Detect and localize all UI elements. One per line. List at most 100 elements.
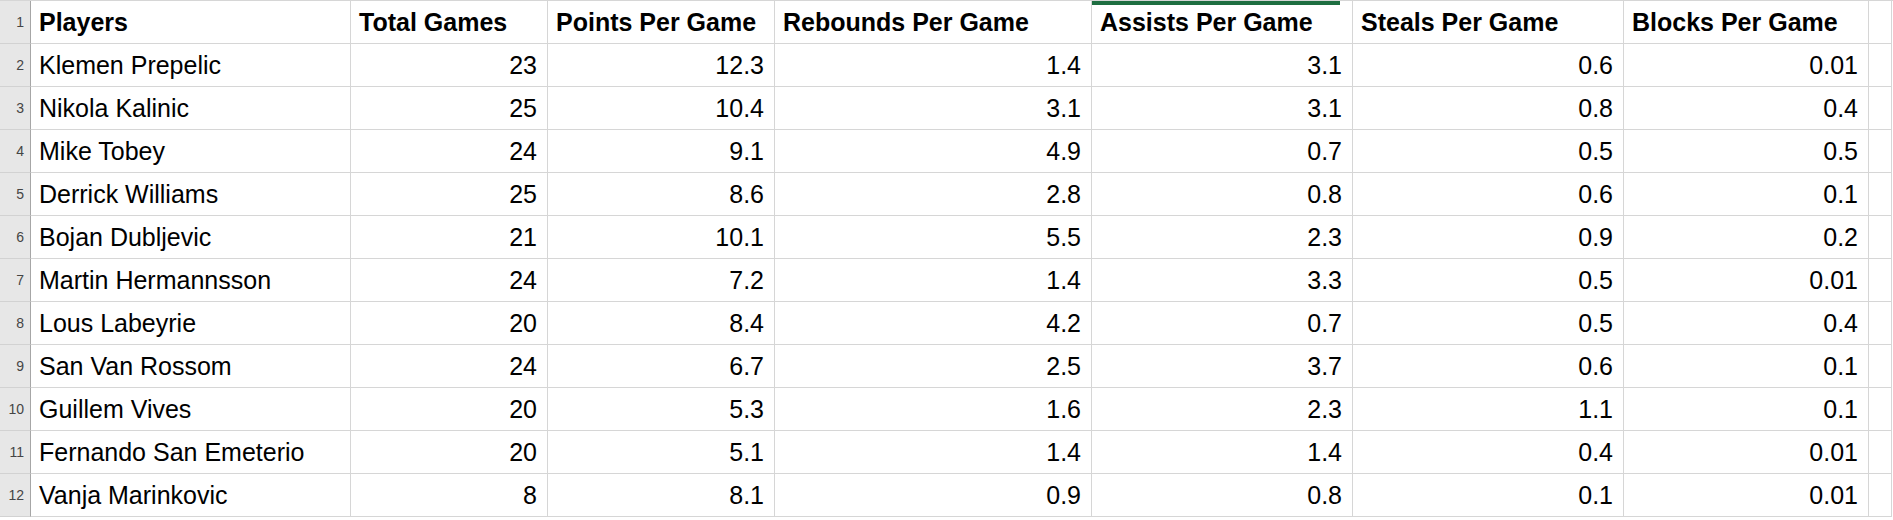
cell-assists-per-game[interactable]: 0.7 — [1092, 130, 1353, 173]
empty-cell[interactable] — [1869, 259, 1892, 302]
cell-points-per-game[interactable]: 7.2 — [548, 259, 775, 302]
row-number-3[interactable]: 3 — [0, 87, 31, 130]
cell-total-games[interactable]: 20 — [351, 431, 548, 474]
row-number-1[interactable]: 1 — [0, 1, 31, 44]
row-number-12[interactable]: 12 — [0, 474, 31, 517]
cell-steals-per-game[interactable]: 0.5 — [1353, 259, 1624, 302]
cell-points-per-game[interactable]: 8.1 — [548, 474, 775, 517]
cell-steals-per-game[interactable]: 0.1 — [1353, 474, 1624, 517]
cell-player-name[interactable]: Mike Tobey — [31, 130, 351, 173]
row-number-5[interactable]: 5 — [0, 173, 31, 216]
cell-total-games[interactable]: 21 — [351, 216, 548, 259]
cell-total-games[interactable]: 20 — [351, 302, 548, 345]
cell-rebounds-per-game[interactable]: 4.2 — [775, 302, 1092, 345]
cell-player-name[interactable]: Lous Labeyrie — [31, 302, 351, 345]
cell-blocks-per-game[interactable]: 0.4 — [1624, 302, 1869, 345]
cell-total-games[interactable]: 25 — [351, 87, 548, 130]
cell-steals-per-game[interactable]: 0.6 — [1353, 345, 1624, 388]
column-header-assists-per-game[interactable]: Assists Per Game — [1092, 1, 1353, 44]
cell-player-name[interactable]: Fernando San Emeterio — [31, 431, 351, 474]
cell-blocks-per-game[interactable]: 0.5 — [1624, 130, 1869, 173]
column-header-rebounds-per-game[interactable]: Rebounds Per Game — [775, 1, 1092, 44]
cell-steals-per-game[interactable]: 0.5 — [1353, 302, 1624, 345]
cell-points-per-game[interactable]: 8.6 — [548, 173, 775, 216]
cell-rebounds-per-game[interactable]: 1.4 — [775, 44, 1092, 87]
cell-steals-per-game[interactable]: 0.9 — [1353, 216, 1624, 259]
cell-player-name[interactable]: Vanja Marinkovic — [31, 474, 351, 517]
cell-assists-per-game[interactable]: 0.8 — [1092, 173, 1353, 216]
cell-blocks-per-game[interactable]: 0.2 — [1624, 216, 1869, 259]
cell-points-per-game[interactable]: 9.1 — [548, 130, 775, 173]
cell-total-games[interactable]: 20 — [351, 388, 548, 431]
cell-steals-per-game[interactable]: 0.5 — [1353, 130, 1624, 173]
empty-cell[interactable] — [1869, 44, 1892, 87]
empty-cell[interactable] — [1869, 87, 1892, 130]
column-header-players[interactable]: Players — [31, 1, 351, 44]
cell-total-games[interactable]: 23 — [351, 44, 548, 87]
cell-assists-per-game[interactable]: 0.7 — [1092, 302, 1353, 345]
cell-rebounds-per-game[interactable]: 0.9 — [775, 474, 1092, 517]
cell-assists-per-game[interactable]: 1.4 — [1092, 431, 1353, 474]
cell-blocks-per-game[interactable]: 0.01 — [1624, 259, 1869, 302]
cell-total-games[interactable]: 24 — [351, 259, 548, 302]
column-header-total-games[interactable]: Total Games — [351, 1, 548, 44]
cell-blocks-per-game[interactable]: 0.01 — [1624, 431, 1869, 474]
row-number-11[interactable]: 11 — [0, 431, 31, 474]
cell-rebounds-per-game[interactable]: 2.8 — [775, 173, 1092, 216]
row-number-6[interactable]: 6 — [0, 216, 31, 259]
empty-cell[interactable] — [1869, 1, 1892, 44]
cell-rebounds-per-game[interactable]: 3.1 — [775, 87, 1092, 130]
cell-assists-per-game[interactable]: 3.1 — [1092, 87, 1353, 130]
cell-assists-per-game[interactable]: 3.7 — [1092, 345, 1353, 388]
cell-player-name[interactable]: Bojan Dubljevic — [31, 216, 351, 259]
cell-player-name[interactable]: Klemen Prepelic — [31, 44, 351, 87]
cell-player-name[interactable]: San Van Rossom — [31, 345, 351, 388]
row-number-7[interactable]: 7 — [0, 259, 31, 302]
empty-cell[interactable] — [1869, 216, 1892, 259]
empty-cell[interactable] — [1869, 474, 1892, 517]
empty-cell[interactable] — [1869, 302, 1892, 345]
cell-points-per-game[interactable]: 5.3 — [548, 388, 775, 431]
empty-cell[interactable] — [1869, 431, 1892, 474]
cell-assists-per-game[interactable]: 3.1 — [1092, 44, 1353, 87]
empty-cell[interactable] — [1869, 388, 1892, 431]
cell-player-name[interactable]: Guillem Vives — [31, 388, 351, 431]
empty-cell[interactable] — [1869, 173, 1892, 216]
column-header-blocks-per-game[interactable]: Blocks Per Game — [1624, 1, 1869, 44]
row-number-4[interactable]: 4 — [0, 130, 31, 173]
cell-rebounds-per-game[interactable]: 1.6 — [775, 388, 1092, 431]
cell-assists-per-game[interactable]: 2.3 — [1092, 388, 1353, 431]
cell-blocks-per-game[interactable]: 0.1 — [1624, 388, 1869, 431]
cell-blocks-per-game[interactable]: 0.4 — [1624, 87, 1869, 130]
row-number-10[interactable]: 10 — [0, 388, 31, 431]
cell-points-per-game[interactable]: 5.1 — [548, 431, 775, 474]
cell-points-per-game[interactable]: 6.7 — [548, 345, 775, 388]
row-number-2[interactable]: 2 — [0, 44, 31, 87]
cell-rebounds-per-game[interactable]: 2.5 — [775, 345, 1092, 388]
cell-player-name[interactable]: Derrick Williams — [31, 173, 351, 216]
cell-points-per-game[interactable]: 10.4 — [548, 87, 775, 130]
cell-total-games[interactable]: 25 — [351, 173, 548, 216]
empty-cell[interactable] — [1869, 130, 1892, 173]
cell-total-games[interactable]: 8 — [351, 474, 548, 517]
cell-player-name[interactable]: Martin Hermannsson — [31, 259, 351, 302]
cell-assists-per-game[interactable]: 3.3 — [1092, 259, 1353, 302]
row-number-8[interactable]: 8 — [0, 302, 31, 345]
cell-assists-per-game[interactable]: 0.8 — [1092, 474, 1353, 517]
cell-points-per-game[interactable]: 8.4 — [548, 302, 775, 345]
cell-assists-per-game[interactable]: 2.3 — [1092, 216, 1353, 259]
cell-rebounds-per-game[interactable]: 4.9 — [775, 130, 1092, 173]
empty-cell[interactable] — [1869, 345, 1892, 388]
cell-blocks-per-game[interactable]: 0.01 — [1624, 474, 1869, 517]
cell-player-name[interactable]: Nikola Kalinic — [31, 87, 351, 130]
cell-blocks-per-game[interactable]: 0.01 — [1624, 44, 1869, 87]
cell-total-games[interactable]: 24 — [351, 345, 548, 388]
cell-steals-per-game[interactable]: 0.8 — [1353, 87, 1624, 130]
cell-steals-per-game[interactable]: 0.6 — [1353, 44, 1624, 87]
cell-steals-per-game[interactable]: 0.4 — [1353, 431, 1624, 474]
cell-points-per-game[interactable]: 12.3 — [548, 44, 775, 87]
cell-total-games[interactable]: 24 — [351, 130, 548, 173]
row-number-9[interactable]: 9 — [0, 345, 31, 388]
cell-blocks-per-game[interactable]: 0.1 — [1624, 345, 1869, 388]
cell-steals-per-game[interactable]: 0.6 — [1353, 173, 1624, 216]
